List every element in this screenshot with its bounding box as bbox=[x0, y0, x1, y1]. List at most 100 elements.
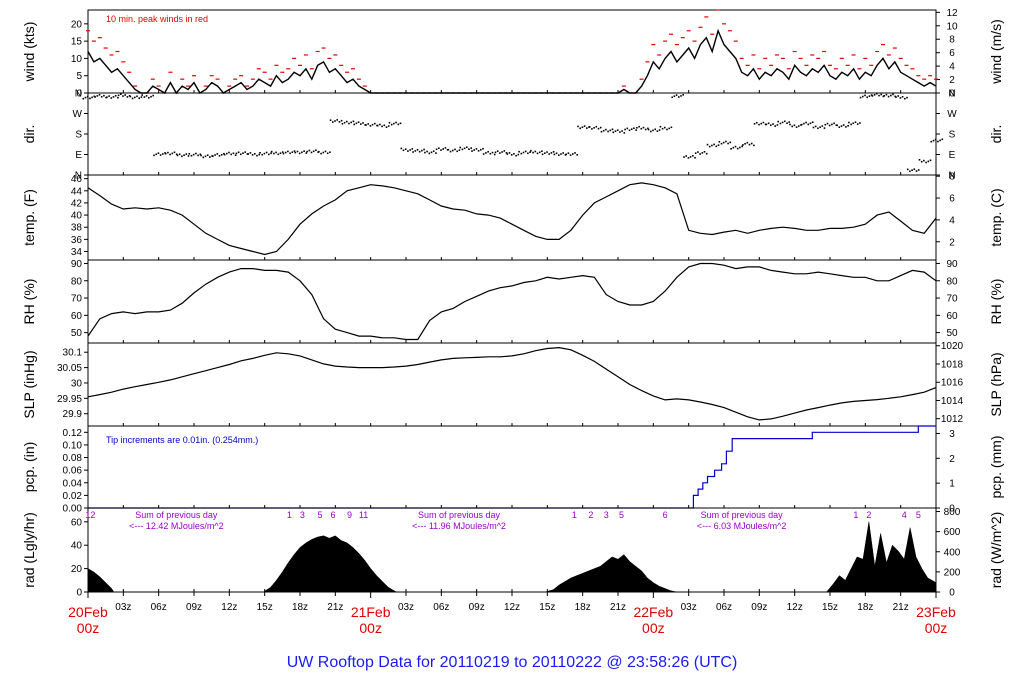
dir-point bbox=[86, 95, 89, 98]
dir-point bbox=[190, 154, 193, 157]
time-tick-label: 03z bbox=[115, 602, 131, 613]
rad-hour-label: 12 bbox=[85, 510, 95, 520]
dir-point bbox=[812, 126, 815, 129]
dir-point bbox=[421, 149, 423, 152]
dir-point bbox=[188, 153, 191, 155]
dir-point bbox=[661, 127, 664, 130]
slp-panel-right-tick-label: 1020 bbox=[941, 341, 964, 352]
dir-point bbox=[385, 126, 388, 128]
rad-sum-label: Sum of previous day bbox=[418, 510, 501, 520]
dir-point bbox=[273, 152, 275, 155]
dir-point bbox=[624, 128, 626, 131]
dir-point bbox=[428, 152, 431, 155]
dir-point bbox=[611, 128, 614, 131]
dir-point bbox=[440, 149, 442, 151]
wind-panel-right-tick-label: 4 bbox=[949, 62, 955, 73]
dir-point bbox=[199, 153, 202, 156]
dir-point bbox=[774, 125, 776, 127]
dir-point bbox=[346, 120, 348, 123]
dir-point bbox=[534, 150, 537, 153]
temp-panel-left-tick-label: 34 bbox=[71, 247, 83, 258]
dir-point bbox=[845, 126, 847, 128]
dir-point bbox=[96, 95, 99, 97]
dir-point bbox=[416, 149, 419, 151]
dir-point bbox=[836, 124, 838, 127]
temp-panel-frame bbox=[87, 174, 937, 261]
dir-point bbox=[140, 96, 143, 98]
dir-point bbox=[536, 152, 539, 155]
dir-point bbox=[647, 127, 649, 130]
dir-point bbox=[673, 95, 676, 97]
dir-point bbox=[753, 123, 756, 125]
dir-point bbox=[760, 122, 762, 125]
dir-point bbox=[178, 153, 181, 156]
dir-point bbox=[357, 121, 360, 123]
dir-point bbox=[786, 122, 788, 124]
dir-point bbox=[343, 121, 346, 124]
slp-panel-left-tick-label: 29.9 bbox=[63, 409, 83, 420]
rad-panel-left-tick-label: 60 bbox=[71, 517, 83, 528]
dir-point bbox=[162, 153, 164, 155]
dir-point bbox=[817, 127, 819, 130]
temp-panel-right-tick-label: 6 bbox=[949, 194, 955, 205]
dir-point bbox=[530, 149, 532, 152]
dir-panel-left-tick-label: W bbox=[73, 109, 83, 120]
dir-point bbox=[249, 152, 252, 154]
dir-point bbox=[612, 131, 615, 134]
dir-point bbox=[605, 128, 607, 131]
dir-point bbox=[713, 143, 715, 146]
rad-area bbox=[87, 521, 937, 593]
dir-point bbox=[633, 127, 635, 129]
dir-point bbox=[819, 126, 821, 128]
dir-point bbox=[376, 124, 379, 127]
dir-point bbox=[927, 160, 930, 163]
dir-point bbox=[423, 148, 425, 151]
pcp-panel-left-tick-label: 0.08 bbox=[63, 453, 83, 464]
dir-panel-frame bbox=[87, 92, 937, 176]
dir-point bbox=[541, 150, 543, 152]
dir-point bbox=[658, 129, 661, 131]
dir-point bbox=[586, 127, 588, 129]
dir-point bbox=[703, 151, 706, 153]
dir-point bbox=[176, 154, 179, 157]
dir-point bbox=[906, 96, 908, 99]
dir-point bbox=[644, 128, 647, 131]
dir-panel-left-tick-label: S bbox=[75, 130, 82, 141]
pcp-panel-right-tick-label: 2 bbox=[949, 454, 955, 465]
wind-panel-left-tick-label: 15 bbox=[71, 37, 83, 48]
temp-panel-left-tick-label: 38 bbox=[71, 223, 83, 234]
dir-point bbox=[909, 170, 911, 173]
dir-point bbox=[447, 148, 450, 151]
dir-point bbox=[454, 148, 456, 151]
dir-point bbox=[112, 96, 115, 98]
time-tick-label: 15z bbox=[257, 602, 273, 613]
dir-point bbox=[558, 154, 560, 156]
wind-panel-right-tick-label: 0 bbox=[949, 89, 955, 100]
dir-point bbox=[466, 146, 468, 148]
dir-point bbox=[671, 96, 673, 99]
dir-point bbox=[642, 126, 645, 129]
dir-point bbox=[155, 153, 157, 156]
temp-panel-right-tick-label: 2 bbox=[949, 237, 955, 248]
rad-sum-value: <--- 11.96 MJoules/m^2 bbox=[412, 521, 506, 531]
rad-hour-label: 1 bbox=[572, 510, 577, 520]
dir-point bbox=[329, 119, 332, 121]
dir-point bbox=[138, 97, 140, 99]
dir-point bbox=[499, 152, 501, 154]
wind-panel-right-tick-label: 10 bbox=[946, 21, 958, 32]
dir-point bbox=[254, 153, 256, 155]
dir-point bbox=[664, 126, 666, 129]
dir-point bbox=[911, 169, 913, 171]
dir-point bbox=[887, 95, 890, 98]
dir-point bbox=[779, 122, 782, 125]
dir-point bbox=[237, 151, 240, 154]
dir-point bbox=[350, 121, 352, 124]
dir-point bbox=[638, 125, 640, 128]
dir-point bbox=[734, 145, 737, 148]
time-tick-label: 18z bbox=[575, 602, 591, 613]
dir-point bbox=[371, 123, 374, 126]
dir-point bbox=[341, 123, 344, 125]
temp-panel-left-tick-label: 40 bbox=[71, 211, 83, 222]
dir-point bbox=[192, 153, 195, 156]
dir-point bbox=[680, 95, 682, 97]
